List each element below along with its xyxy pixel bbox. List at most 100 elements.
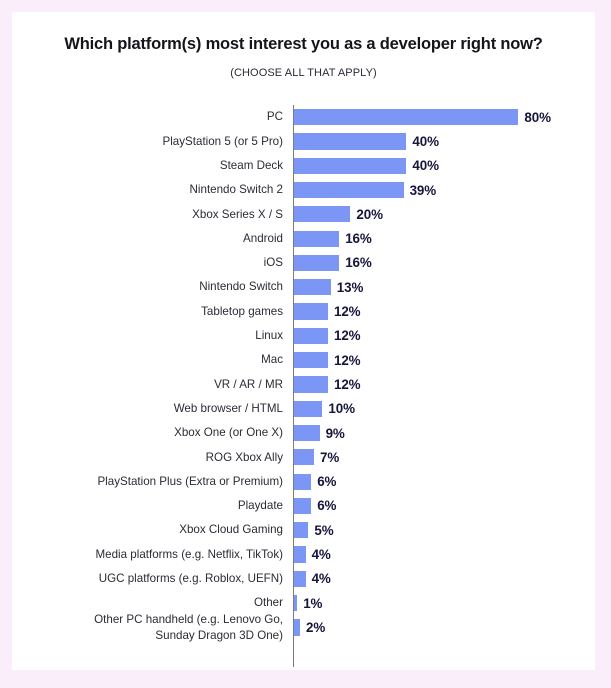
bar-value-label: 10% (328, 401, 355, 417)
bar-wrapper: 2% (294, 615, 325, 639)
bar-row: Tabletop games 12% (12, 299, 595, 323)
chart-subtitle: (CHOOSE ALL THAT APPLY) (230, 67, 377, 79)
bar-category-label: Linux (255, 329, 283, 343)
bar-value-label: 4% (311, 571, 331, 587)
bar-category-label: PlayStation 5 (or 5 Pro) (162, 134, 283, 148)
bar-wrapper: 12% (294, 324, 361, 348)
bar-row: Web browser / HTML 10% (12, 397, 595, 421)
bar-value-label: 7% (319, 449, 340, 465)
bar-chart-plot-area: PC 80% PlayStation 5 (or 5 Pro) 40% Steam De… (12, 105, 595, 667)
bar-wrapper: 16% (294, 227, 372, 251)
bar-category-label: Mac (261, 353, 283, 367)
bar-value-label: 20% (356, 206, 383, 222)
bar-row: PC 80% (12, 105, 595, 129)
bar (294, 595, 298, 612)
bar-wrapper: 16% (294, 251, 372, 275)
bar-category-label: Tabletop games (201, 304, 283, 318)
bar-row: Playdate 6% (12, 494, 595, 518)
bar-wrapper: 40% (294, 129, 439, 153)
bar-row: PlayStation 5 (or 5 Pro) 40% (12, 129, 595, 153)
bar-value-label: 1% (303, 595, 323, 611)
page-title: Which platform(s) most interest you as a… (64, 35, 543, 53)
bar-value-label: 12% (333, 328, 361, 344)
bar-row: Mac 12% (12, 348, 595, 372)
bar-wrapper: 6% (294, 494, 336, 518)
bar-category-label: Nintendo Switch (199, 280, 283, 294)
bar-row: PlayStation Plus (Extra or Premium) 6% (12, 470, 595, 494)
bar-row: Xbox One (or One X) 9% (12, 421, 595, 445)
bar-category-label: Xbox Series X / S (192, 207, 283, 221)
bar-wrapper: 12% (294, 348, 361, 372)
bar-row: Linux 12% (12, 324, 595, 348)
bar-value-label: 13% (336, 279, 364, 295)
bar-wrapper: 39% (294, 178, 436, 202)
bar-row: Android 16% (12, 227, 595, 251)
bar-wrapper: 6% (294, 470, 336, 494)
bar-value-label: 39% (409, 182, 437, 198)
bar (294, 109, 519, 126)
bar (294, 254, 340, 272)
bar-row: iOS 16% (12, 251, 595, 275)
bar (294, 473, 312, 490)
bar-value-label: 80% (524, 109, 551, 125)
bar-category-label: Nintendo Switch 2 (189, 183, 283, 197)
bar-value-label: 16% (345, 231, 372, 247)
bar-value-label: 40% (412, 158, 439, 174)
bar-category-label: PC (266, 110, 283, 124)
bar-row: Xbox Series X / S 20% (12, 202, 595, 226)
bar-wrapper: 5% (294, 518, 334, 542)
bar-row: Other 1% (12, 591, 595, 615)
bar-row: UGC platforms (e.g. Roblox, UEFN) 4% (12, 567, 595, 591)
bar-wrapper: 10% (294, 397, 355, 421)
bar-category-label: VR / AR / MR (214, 377, 283, 391)
bar-category-label: UGC platforms (e.g. Roblox, UEFN) (98, 572, 283, 586)
bar-row: Other PC handheld (e.g. Lenovo Go, Sunda… (12, 613, 595, 642)
bar-wrapper: 7% (294, 445, 339, 469)
bar (294, 230, 340, 247)
bar-category-label: PlayStation Plus (Extra or Premium) (97, 474, 283, 488)
bar (294, 376, 328, 393)
bar (294, 157, 407, 174)
bar-wrapper: 4% (294, 542, 331, 566)
bar-category-label: Web browser / HTML (173, 401, 283, 415)
bar-row: VR / AR / MR 12% (12, 372, 595, 396)
bar-row: Nintendo Switch 13% (12, 275, 595, 299)
value-axis-line (293, 105, 295, 667)
bar (294, 449, 314, 466)
bar-wrapper: 4% (294, 567, 331, 591)
bar (294, 522, 309, 539)
bar-wrapper: 12% (294, 372, 361, 396)
bar-value-label: 9% (325, 425, 345, 441)
bar-wrapper: 40% (294, 154, 439, 178)
bar-value-label: 6% (317, 498, 337, 514)
bar-category-label: Other PC handheld (e.g. Lenovo Go, Sunda… (94, 613, 283, 642)
bar (294, 546, 306, 563)
bar-row: Steam Deck 40% (12, 154, 595, 178)
bar-wrapper: 9% (294, 421, 345, 445)
bar-category-label: Other (254, 596, 283, 610)
bar-category-label: Android (243, 231, 283, 245)
bar (294, 206, 351, 223)
bar-value-label: 2% (305, 619, 326, 635)
bar-row: ROG Xbox Ally 7% (12, 445, 595, 469)
bar-category-label: iOS (263, 256, 283, 270)
bar (294, 133, 407, 150)
bar-category-label: Steam Deck (219, 158, 283, 172)
bar-value-label: 40% (412, 133, 439, 149)
bar-wrapper: 20% (294, 202, 383, 226)
bar (294, 570, 306, 587)
bar-category-label: Playdate (237, 499, 283, 513)
bar (294, 352, 328, 369)
bar-row: Xbox Cloud Gaming 5% (12, 518, 595, 542)
bar-category-label: ROG Xbox Ally (205, 450, 283, 464)
bar-wrapper: 1% (294, 591, 322, 615)
bar-value-label: 12% (333, 304, 361, 320)
bar-value-label: 5% (314, 522, 334, 538)
bar-value-label: 12% (333, 376, 361, 392)
bar-wrapper: 13% (294, 275, 363, 299)
bar-category-label: Xbox Cloud Gaming (179, 523, 283, 537)
bar (294, 619, 300, 636)
bar-value-label: 16% (345, 255, 372, 271)
bar (294, 424, 320, 442)
bar-row: Media platforms (e.g. Netflix, TikTok) 4% (12, 542, 595, 566)
